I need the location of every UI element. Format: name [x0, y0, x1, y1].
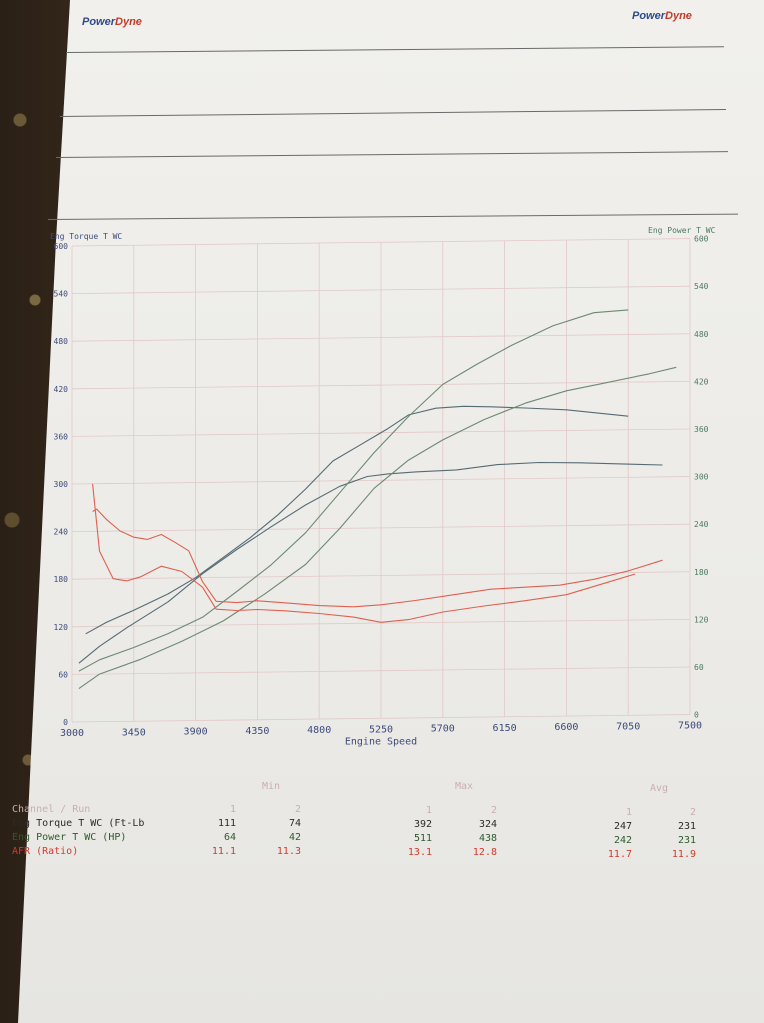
row-label-power: Eng Power T WC (HP)	[12, 832, 127, 843]
dyno-sheet	[18, 0, 764, 1023]
channel-run-header: Channel / Run	[12, 804, 91, 815]
grid-line-y-8	[71, 333, 691, 342]
afr-max-2: 12.8	[472, 847, 497, 858]
grid-line-y-2	[71, 618, 691, 628]
powerdyne-logo-right: PowerDyne	[632, 10, 692, 22]
row-label-afr: AFR (Ratio)	[12, 846, 79, 857]
powerdyne-logo-left: PowerDyne	[82, 16, 142, 28]
right-tick-label-0: 0	[694, 711, 699, 720]
grid-line-y-9	[71, 285, 691, 294]
right-tick-label-5: 300	[694, 473, 709, 482]
power-max-1: 511	[413, 833, 432, 844]
left-tick-label-10: 600	[54, 242, 69, 251]
power-run-1-line	[78, 309, 629, 672]
run-header-min-2: 2	[294, 804, 301, 815]
afr-run-1-line	[92, 508, 663, 608]
left-tick-label-2: 120	[54, 623, 69, 632]
left-tick-label-4: 240	[54, 528, 69, 537]
x-tick-label-4: 4800	[307, 725, 331, 736]
max-group-header: Max	[455, 781, 474, 792]
run-header-avg-2: 2	[689, 807, 696, 818]
right-tick-label-2: 120	[694, 615, 709, 624]
grid-line-y-7	[71, 380, 691, 390]
afr-run-2-line	[92, 483, 636, 623]
left-tick-label-6: 360	[54, 432, 69, 441]
right-tick-label-1: 60	[694, 663, 704, 672]
right-tick-label-9: 540	[694, 282, 709, 291]
torque-max-2: 324	[478, 819, 497, 830]
grid-line-y-10	[71, 238, 691, 247]
left-tick-label-7: 420	[54, 385, 69, 394]
torque-max-1: 392	[413, 819, 432, 830]
x-tick-label-1: 3450	[122, 727, 146, 738]
right-tick-label-8: 480	[694, 330, 709, 339]
x-tick-label-0: 3000	[60, 728, 84, 739]
torque-run-1-line	[85, 405, 629, 635]
grid-line-y-3	[71, 571, 691, 580]
afr-max-1: 13.1	[407, 847, 432, 858]
x-tick-label-5: 5250	[369, 724, 393, 735]
left-tick-label-5: 300	[54, 480, 69, 489]
x-tick-label-10: 7500	[678, 721, 702, 732]
run-header-max-1: 1	[425, 805, 432, 816]
torque-run-2-line	[78, 461, 663, 664]
power-avg-1: 242	[613, 835, 632, 846]
right-axis-title: Eng Power T WC	[648, 226, 716, 235]
right-tick-label-7: 420	[694, 377, 709, 386]
torque-avg-2: 231	[677, 821, 696, 832]
power-min-2: 42	[288, 832, 301, 843]
grid-line-y-4	[71, 523, 691, 532]
right-tick-label-3: 180	[694, 568, 709, 577]
left-tick-label-8: 480	[54, 337, 69, 346]
avg-group-header: Avg	[650, 783, 669, 794]
right-tick-label-6: 360	[694, 425, 709, 434]
run-header-min-1: 1	[229, 804, 236, 815]
x-axis-label: Engine Speed	[345, 736, 417, 747]
x-tick-label-3: 4350	[245, 726, 269, 737]
x-tick-label-9: 7050	[616, 721, 640, 732]
grid-line-y-0	[71, 714, 691, 723]
afr-min-1: 11.1	[211, 846, 236, 857]
afr-min-2: 11.3	[276, 846, 301, 857]
power-avg-2: 231	[677, 835, 696, 846]
run-header-max-2: 2	[490, 805, 497, 816]
left-tick-label-9: 540	[54, 290, 69, 299]
power-max-2: 438	[478, 833, 497, 844]
run-header-avg-1: 1	[625, 807, 632, 818]
min-group-header: Min	[262, 781, 281, 792]
power-min-1: 64	[223, 832, 236, 843]
left-axis-title: Eng Torque T WC	[50, 232, 123, 241]
left-tick-label-0: 0	[63, 718, 68, 727]
x-tick-label-7: 6150	[493, 723, 517, 734]
afr-avg-1: 11.7	[607, 849, 632, 860]
row-label-torque: Eng Torque T WC (Ft-Lb	[12, 818, 145, 829]
right-tick-label-10: 600	[694, 235, 709, 244]
grid-line-y-1	[71, 666, 691, 675]
power-run-2-line	[78, 366, 677, 690]
afr-avg-2: 11.9	[671, 849, 696, 860]
left-tick-label-3: 180	[54, 575, 69, 584]
right-tick-label-4: 240	[694, 520, 709, 529]
torque-min-2: 74	[288, 818, 301, 829]
grid-line-y-5	[71, 476, 691, 485]
torque-min-1: 111	[217, 818, 236, 829]
torque-avg-1: 247	[613, 821, 632, 832]
x-tick-label-8: 6600	[554, 722, 578, 733]
x-tick-label-2: 3900	[184, 727, 208, 738]
left-tick-label-1: 60	[58, 670, 68, 679]
x-tick-label-6: 5700	[431, 724, 455, 735]
